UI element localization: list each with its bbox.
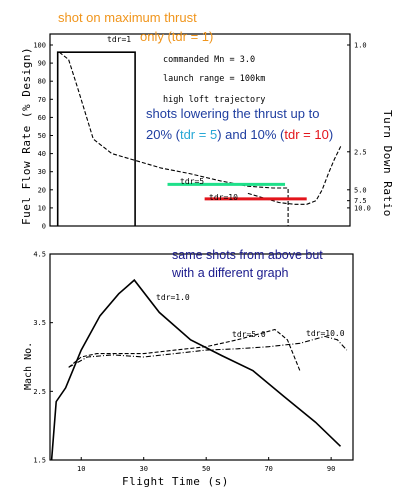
bottom-series-line-1 <box>68 328 301 371</box>
top-y2-tick-label: 5.0 <box>354 186 367 194</box>
mach-number-chart: 1.5 2.5 3.5 4.5 10 30 50 70 90 Mach No. Flight … <box>23 251 354 488</box>
bottom-x-tick-label: 50 <box>202 465 210 473</box>
bottom-y-ticks: 1.5 2.5 3.5 4.5 <box>33 251 53 465</box>
top-y2-tick-label: 10.0 <box>354 204 371 212</box>
bottom-x-tick-label: 30 <box>139 465 147 473</box>
label-tdr10: tdr=10 <box>209 193 238 202</box>
bottom-plot-frame <box>49 253 354 461</box>
bottom-y-tick-label: 1.5 <box>33 457 46 465</box>
top-y2-tick-label: 7.5 <box>354 197 367 205</box>
top-y-tick-label: 50 <box>38 132 46 140</box>
top-y-tick-label: 60 <box>38 114 46 122</box>
bottom-series-labels: tdr=1.0 tdr=5.0 tdr=10.0 <box>156 293 345 339</box>
overlay-lowering-line2: 20% (tdr = 5) and 10% (tdr = 10) <box>146 127 333 142</box>
label-tdr1: tdr=1 <box>107 35 131 44</box>
label-tdr10-mach: tdr=10.0 <box>306 329 345 338</box>
bottom-x-tick-label: 90 <box>327 465 335 473</box>
top-series-labels: tdr=1 tdr=5 tdr=10 <box>107 35 238 202</box>
label-tdr5-mach: tdr=5.0 <box>232 330 266 339</box>
top-y-ticks: 0 10 20 30 40 50 60 70 80 90 100 <box>33 42 53 231</box>
top-highlight-lines <box>167 182 307 201</box>
bottom-y-tick-label: 4.5 <box>33 251 46 259</box>
overlay-lowering-part-a: 20% ( <box>146 127 181 142</box>
top-y-tick-label: 70 <box>38 96 46 104</box>
top-y-tick-label: 0 <box>42 223 46 231</box>
bottom-y-axis-label: Mach No. <box>23 342 34 390</box>
top-series-line-2 <box>247 146 342 205</box>
top-plot-frame <box>49 33 351 227</box>
top-series-line-1 <box>58 51 289 226</box>
label-tdr1-mach: tdr=1.0 <box>156 293 190 302</box>
top-y-tick-label: 20 <box>38 186 46 194</box>
info-line-trajectory: high loft trajectory <box>163 95 265 105</box>
overlay-lowering-part-d: tdr = 10 <box>284 127 328 142</box>
info-line-range: launch range = 100km <box>163 74 265 84</box>
bottom-y-tick-label: 3.5 <box>33 319 46 327</box>
top-y2-ticks: 1.0 2.5 5.0 7.510.0 <box>347 42 371 212</box>
bottom-x-tick-label: 10 <box>77 465 85 473</box>
bottom-x-axis-label: Flight Time (s) <box>122 475 229 488</box>
overlay-lowering-line1: shots lowering the thrust up to <box>146 106 319 121</box>
overlay-same-shots-line2: with a different graph <box>171 266 289 280</box>
top-y-tick-label: 10 <box>38 204 46 212</box>
top-y2-tick-label: 1.0 <box>354 42 367 50</box>
bottom-series-line-2 <box>68 335 348 368</box>
top-y-tick-label: 90 <box>38 60 46 68</box>
top-series-line-0 <box>56 51 136 226</box>
bottom-x-ticks: 10 30 50 70 90 <box>77 457 335 473</box>
bottom-x-tick-label: 70 <box>264 465 272 473</box>
overlay-lowering-part-c: ) and 10% ( <box>217 127 285 142</box>
top-y2-axis-label: Turn Down Ratio <box>381 110 394 217</box>
label-tdr5: tdr=5 <box>180 177 204 186</box>
top-y-tick-label: 40 <box>38 150 46 158</box>
top-y2-tick-label: 2.5 <box>354 148 367 156</box>
bottom-y-tick-label: 2.5 <box>33 388 46 396</box>
overlay-max-thrust-line2: only (tdr = 1) <box>140 29 213 44</box>
top-y-tick-label: 30 <box>38 168 46 176</box>
top-y-tick-label: 80 <box>38 78 46 86</box>
overlay-lowering-part-b: tdr = 5 <box>180 127 217 142</box>
top-series-group <box>56 51 342 226</box>
top-y-tick-label: 100 <box>33 42 46 50</box>
overlay-max-thrust-line1: shot on maximum thrust <box>58 10 197 25</box>
top-y-axis-label: Fuel Flow Rate (% Design) <box>20 47 33 225</box>
bottom-series-line-0 <box>50 278 342 461</box>
overlay-notes: shot on maximum thrust only (tdr = 1) sh… <box>58 10 333 280</box>
bottom-series-group <box>50 278 348 461</box>
overlay-same-shots-line1: same shots from above but <box>172 248 323 262</box>
info-line-mn: commanded Mn = 3.0 <box>163 55 255 65</box>
overlay-lowering-part-e: ) <box>329 127 333 142</box>
